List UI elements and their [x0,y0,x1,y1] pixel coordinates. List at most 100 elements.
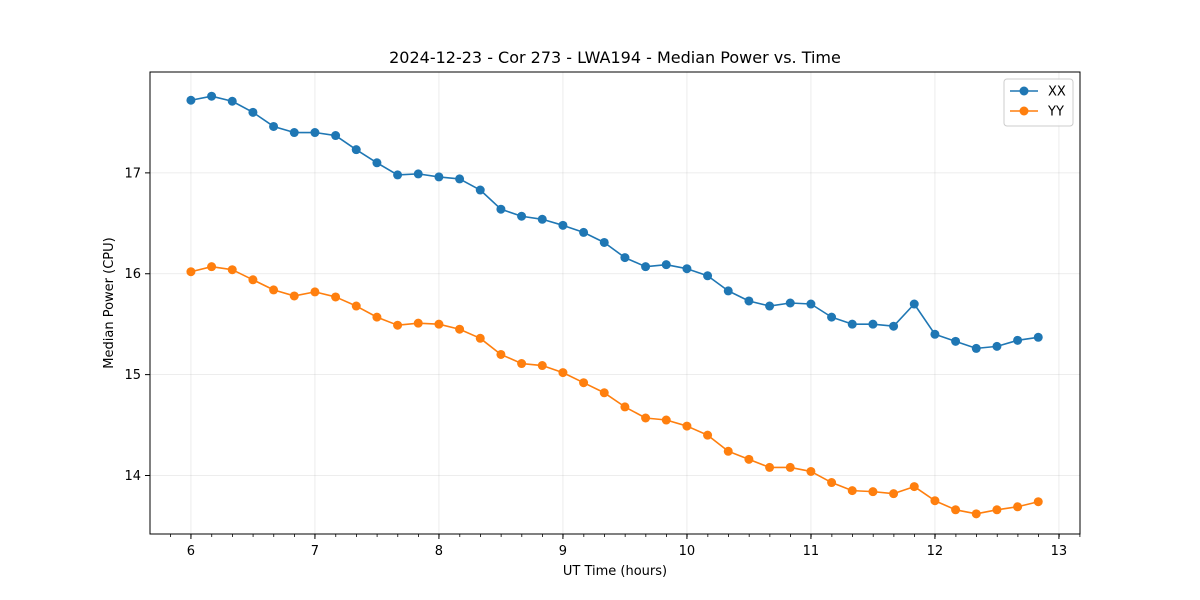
data-point-xx [641,262,651,272]
data-point-yy [971,509,981,519]
data-point-xx [289,128,299,138]
x-tick-label: 6 [187,544,195,559]
data-point-yy [558,368,568,378]
x-axis-label: UT Time (hours) [563,564,667,579]
data-point-yy [1013,502,1023,512]
data-point-xx [723,286,733,296]
data-point-yy [599,388,609,398]
x-tick-label: 10 [679,544,696,559]
legend: XX YY [1003,78,1074,127]
data-point-xx [434,172,444,182]
data-point-xx [393,170,403,180]
data-point-yy [579,378,589,388]
data-point-yy [930,496,940,506]
data-point-yy [847,486,857,496]
x-tick-label: 11 [803,544,820,559]
data-point-xx [992,341,1002,351]
data-point-xx [930,329,940,339]
data-point-yy [393,320,403,330]
data-point-xx [847,319,857,329]
data-point-yy [289,291,299,301]
x-tick-label: 9 [559,544,567,559]
y-tick-label: 14 [124,469,141,484]
ticks: 6 7 8 9 10 11 12 13 14 15 16 17 [124,166,1081,559]
data-point-yy [703,430,713,440]
data-point-xx [248,107,258,117]
data-point-xx [889,321,899,331]
x-tick-label: 7 [311,544,319,559]
data-point-xx [496,204,506,214]
plot-frame [149,71,1081,535]
legend-label-yy: YY [1047,105,1064,120]
data-point-xx [455,174,465,184]
data-point-xx [372,158,382,168]
data-point-yy [661,415,671,425]
data-point-xx [1033,332,1043,342]
x-tick-label: 13 [1051,544,1068,559]
data-point-xx [579,227,589,237]
data-point-xx [620,253,630,263]
data-point-yy [207,262,217,272]
data-point-xx [1013,335,1023,345]
data-point-xx [537,214,547,224]
data-point-yy [186,267,196,277]
data-point-xx [331,131,341,141]
grid [150,72,1080,534]
data-point-xx [351,145,361,155]
data-point-xx [475,185,485,195]
data-point-yy [641,413,651,423]
data-point-yy [455,324,465,334]
data-point-yy [785,462,795,472]
data-point-xx [558,220,568,230]
data-point-xx [785,298,795,308]
data-point-xx [703,271,713,281]
y-tick-label: 15 [124,368,141,383]
data-point-yy [331,292,341,302]
data-point-xx [827,312,837,322]
x-tick-label: 12 [927,544,944,559]
data-point-yy [248,275,258,285]
data-point-yy [496,349,506,359]
data-point-yy [227,265,237,275]
data-point-yy [889,489,899,499]
data-point-yy [434,319,444,329]
data-point-xx [517,211,527,221]
y-tick-label: 16 [124,267,141,282]
data-point-yy [351,301,361,311]
data-point-xx [744,296,754,306]
data-point-xx [682,264,692,274]
data-point-yy [868,487,878,497]
data-point-xx [806,299,816,309]
series-layer [186,91,1043,519]
data-point-yy [372,312,382,322]
data-point-xx [909,299,919,309]
data-point-xx [269,121,279,131]
data-point-yy [992,505,1002,515]
data-point-xx [413,169,423,179]
data-point-yy [765,462,775,472]
data-point-xx [227,96,237,106]
data-point-yy [827,478,837,488]
chart-title: 2024-12-23 - Cor 273 - LWA194 - Median P… [389,48,841,67]
data-point-yy [744,454,754,464]
data-point-xx [661,260,671,270]
legend-marker-yy [1019,106,1029,116]
data-point-xx [186,95,196,105]
data-point-xx [765,301,775,311]
y-axis-label: Median Power (CPU) [102,237,117,368]
data-point-yy [723,446,733,456]
data-point-yy [909,482,919,492]
data-point-yy [269,285,279,295]
data-point-xx [207,91,217,101]
data-point-yy [682,421,692,431]
data-point-yy [517,359,527,369]
data-point-yy [951,505,961,515]
legend-label-xx: XX [1048,85,1066,100]
data-point-yy [806,466,816,476]
data-point-yy [310,287,320,297]
data-point-xx [971,343,981,353]
legend-marker-xx [1019,86,1029,96]
y-tick-label: 17 [124,166,141,181]
